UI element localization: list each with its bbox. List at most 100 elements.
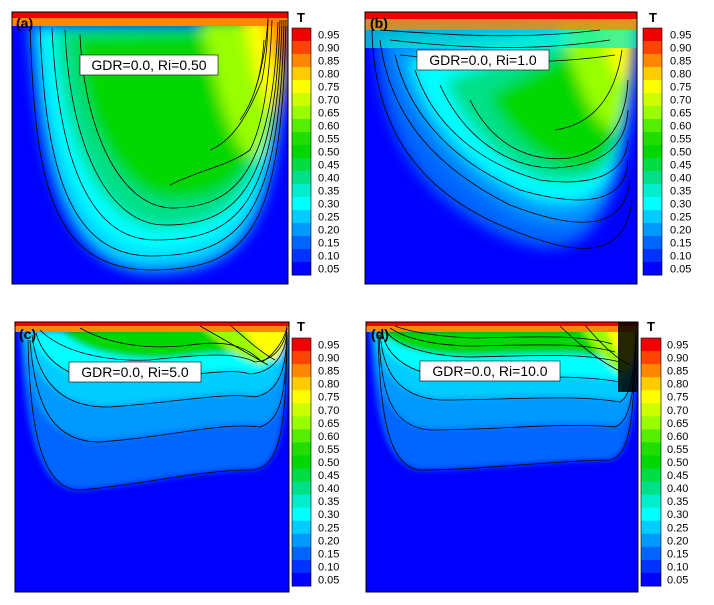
colorbar-tick-label: 0.05 [670,264,691,276]
colorbar-swatch [292,54,311,68]
colorbar-tick-label: 0.35 [667,496,688,508]
colorbar-swatch [643,145,662,159]
colorbar-swatch [292,223,311,237]
colorbar-tick-label: 0.80 [667,379,688,391]
panel-a: (a) GDR=0.0, Ri=0.50 T 0.950.900.850.800… [11,10,339,285]
annotation-box-c [68,361,202,383]
panel-label-a: (a) [16,15,33,31]
colorbar-swatch [641,351,661,365]
colorbar-title-c: T [297,319,305,334]
contour-field-a [12,12,288,284]
colorbar-swatch [292,41,311,55]
colorbar-tick-label: 0.45 [670,160,691,172]
colorbar-swatch [641,481,661,496]
colorbar-tick-label: 0.50 [667,457,688,469]
colorbar-swatch [292,520,311,535]
colorbar-swatch [641,494,661,509]
contour-field-b [365,12,637,284]
colorbar-frame [291,27,312,276]
colorbar-tick-label: 0.40 [667,483,688,495]
colorbar-swatch [641,455,661,470]
colorbar-swatch [641,403,661,417]
colorbar-swatch [643,132,662,146]
colorbar-swatch [292,106,311,120]
colorbar-swatch [292,533,311,548]
annotation-d: GDR=0.0, Ri=10.0 [432,363,547,379]
colorbar-tick-label: 0.20 [667,535,688,547]
colorbar-swatch [292,158,311,172]
colorbar-tick-label: 0.80 [318,379,339,391]
colorbar-swatch [292,507,311,522]
colorbar-tick-label: 0.20 [670,225,691,237]
colorbar-tick-label: 0.60 [318,431,339,443]
colorbar-tick-label: 0.20 [318,535,339,547]
colorbar-tick-label: 0.10 [670,251,691,263]
colorbar-tick-label: 0.15 [667,548,688,560]
colorbar-tick-label: 0.85 [670,56,691,68]
colorbar-tick-label: 0.45 [318,470,339,482]
colorbar-swatch [641,520,661,535]
colorbar-tick-label: 0.85 [318,56,339,68]
colorbar-tick-label: 0.80 [670,69,691,81]
colorbar-tick-label: 0.75 [318,82,339,94]
colorbar-tick-label: 0.35 [318,186,339,198]
colorbar-tick-label: 0.55 [318,134,339,146]
colorbar-tick-label: 0.95 [318,340,339,352]
colorbar-frame [640,337,662,587]
colorbar-swatch [643,184,662,198]
colorbar-tick-label: 0.05 [667,574,688,586]
colorbar-tick-label: 0.90 [318,43,339,55]
colorbar-swatch [292,390,311,404]
colorbar-swatch [641,507,661,522]
colorbar-swatch [643,197,662,211]
colorbar-d: 0.950.900.850.800.750.700.650.600.550.50… [640,337,688,587]
colorbar-tick-label: 0.85 [318,366,339,378]
colorbar-swatch [292,442,311,456]
colorbar-tick-label: 0.95 [318,30,339,42]
colorbar-swatch [643,119,662,133]
colorbar-swatch [292,171,311,185]
colorbar-swatch [643,210,662,224]
annotation-b: GDR=0.0, Ri=1.0 [429,52,537,68]
colorbar-swatch [292,93,311,107]
panel-label-d: (d) [371,326,389,342]
colorbar-swatch [292,429,311,443]
colorbar-swatch [641,364,661,378]
colorbar-tick-label: 0.10 [667,561,688,573]
annotation-box-b [416,49,550,71]
colorbar-swatch [643,67,662,81]
colorbar-swatch [643,249,662,263]
colorbar-swatch [292,210,311,224]
colorbar-tick-label: 0.25 [318,522,339,534]
colorbar-swatch [641,559,661,574]
colorbar-swatch [292,28,311,42]
colorbar-tick-label: 0.70 [318,405,339,417]
colorbar-swatch [643,236,662,250]
colorbar-swatch [292,132,311,146]
colorbar-tick-label: 0.95 [670,30,691,42]
colorbar-tick-label: 0.50 [318,147,339,159]
panel-label-b: (b) [370,15,388,31]
colorbar-tick-label: 0.30 [667,509,688,521]
colorbar-tick-label: 0.20 [318,225,339,237]
colorbar-swatch [292,546,311,561]
colorbar-tick-label: 0.40 [670,173,691,185]
colorbar-swatch [641,429,661,443]
colorbar-swatch [292,184,311,198]
colorbar-tick-label: 0.40 [318,483,339,495]
colorbar-tick-label: 0.30 [318,509,339,521]
colorbar-swatch [292,197,311,211]
colorbar-swatch [292,572,311,587]
colorbar-swatch [643,171,662,185]
colorbar-tick-label: 0.30 [318,199,339,211]
colorbar-tick-label: 0.95 [667,340,688,352]
colorbar-tick-label: 0.65 [318,108,339,120]
colorbar-swatch [641,546,661,561]
colorbar-tick-label: 0.15 [318,238,339,250]
colorbar-swatch [643,158,662,172]
colorbar-swatch [292,351,311,365]
colorbar-swatch [643,28,662,42]
colorbar-tick-label: 0.55 [318,444,339,456]
colorbar-b: 0.950.900.850.800.750.700.650.600.550.50… [642,27,691,276]
